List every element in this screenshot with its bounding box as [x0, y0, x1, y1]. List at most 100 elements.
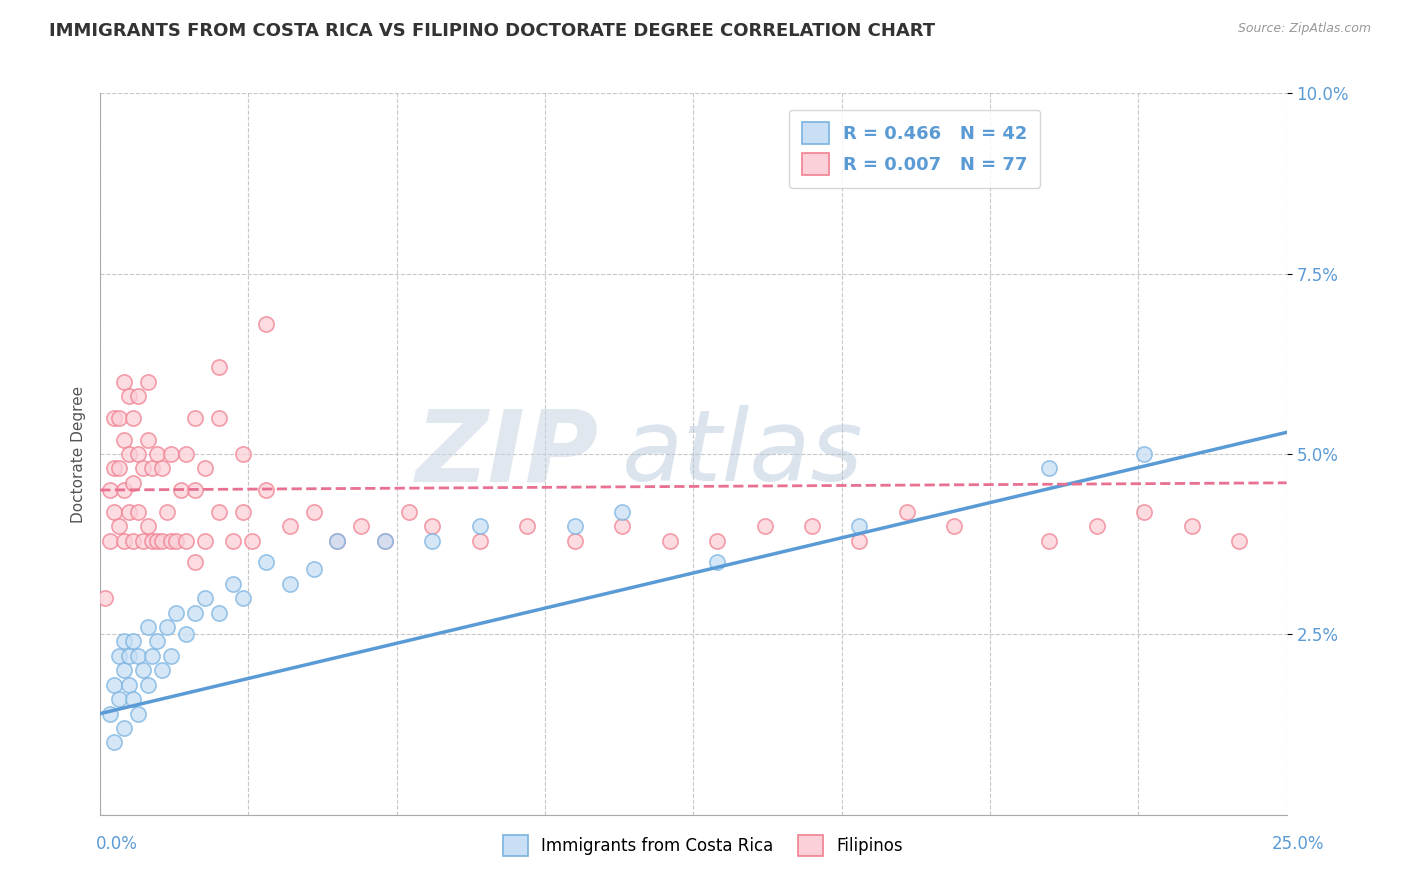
- Point: [108, 519, 131, 533]
- Point: [98, 706, 121, 721]
- Point: [132, 533, 155, 548]
- Point: [160, 533, 183, 548]
- Point: [612, 505, 634, 519]
- Point: [150, 533, 173, 548]
- Point: [117, 505, 139, 519]
- Point: [132, 663, 155, 677]
- Point: [98, 533, 121, 548]
- Point: [1085, 519, 1108, 533]
- Point: [398, 505, 420, 519]
- Point: [848, 519, 870, 533]
- Point: [122, 410, 145, 425]
- Point: [1181, 519, 1204, 533]
- Point: [112, 483, 135, 497]
- Point: [254, 317, 277, 331]
- Text: 0.0%: 0.0%: [96, 835, 138, 853]
- Point: [326, 533, 349, 548]
- Point: [468, 533, 491, 548]
- Point: [112, 721, 135, 735]
- Point: [184, 410, 207, 425]
- Point: [374, 533, 396, 548]
- Point: [127, 648, 149, 663]
- Point: [193, 591, 215, 606]
- Point: [1133, 505, 1156, 519]
- Point: [146, 634, 169, 648]
- Point: [160, 447, 183, 461]
- Point: [141, 648, 163, 663]
- Point: [146, 447, 169, 461]
- Point: [302, 562, 325, 576]
- Point: [374, 533, 396, 548]
- Point: [754, 519, 776, 533]
- Point: [108, 410, 131, 425]
- Point: [240, 533, 263, 548]
- Text: atlas: atlas: [623, 406, 863, 502]
- Point: [103, 461, 125, 475]
- Point: [136, 620, 159, 634]
- Point: [208, 606, 231, 620]
- Point: [208, 410, 231, 425]
- Point: [278, 576, 301, 591]
- Point: [146, 533, 169, 548]
- Point: [117, 648, 139, 663]
- Point: [141, 461, 163, 475]
- Point: [150, 461, 173, 475]
- Point: [231, 591, 253, 606]
- Point: [193, 533, 215, 548]
- Point: [254, 555, 277, 569]
- Point: [174, 533, 197, 548]
- Point: [127, 389, 149, 403]
- Point: [122, 634, 145, 648]
- Point: [170, 483, 193, 497]
- Text: Source: ZipAtlas.com: Source: ZipAtlas.com: [1237, 22, 1371, 36]
- Legend: R = 0.466   N = 42, R = 0.007   N = 77: R = 0.466 N = 42, R = 0.007 N = 77: [789, 110, 1040, 188]
- Text: ZIP: ZIP: [415, 406, 599, 502]
- Point: [278, 519, 301, 533]
- Point: [141, 533, 163, 548]
- Point: [103, 735, 125, 749]
- Point: [174, 447, 197, 461]
- Point: [848, 533, 870, 548]
- Point: [208, 360, 231, 375]
- Point: [103, 505, 125, 519]
- Point: [112, 433, 135, 447]
- Point: [184, 606, 207, 620]
- Point: [108, 648, 131, 663]
- Point: [94, 591, 117, 606]
- Point: [612, 519, 634, 533]
- Point: [108, 461, 131, 475]
- Point: [103, 410, 125, 425]
- Point: [112, 663, 135, 677]
- Point: [117, 678, 139, 692]
- Point: [222, 576, 245, 591]
- Point: [127, 447, 149, 461]
- Point: [706, 533, 728, 548]
- Point: [564, 519, 586, 533]
- Point: [122, 533, 145, 548]
- Point: [193, 461, 215, 475]
- Point: [184, 555, 207, 569]
- Point: [136, 678, 159, 692]
- Point: [174, 627, 197, 641]
- Point: [222, 533, 245, 548]
- Point: [136, 519, 159, 533]
- Point: [706, 555, 728, 569]
- Point: [117, 389, 139, 403]
- Point: [896, 505, 918, 519]
- Point: [350, 519, 373, 533]
- Point: [801, 519, 824, 533]
- Point: [127, 706, 149, 721]
- Point: [132, 461, 155, 475]
- Point: [658, 533, 681, 548]
- Point: [231, 505, 253, 519]
- Point: [1227, 533, 1250, 548]
- Point: [136, 433, 159, 447]
- Point: [103, 678, 125, 692]
- Point: [112, 375, 135, 389]
- Point: [231, 447, 253, 461]
- Point: [165, 606, 187, 620]
- Y-axis label: Doctorate Degree: Doctorate Degree: [72, 385, 86, 523]
- Point: [112, 634, 135, 648]
- Text: IMMIGRANTS FROM COSTA RICA VS FILIPINO DOCTORATE DEGREE CORRELATION CHART: IMMIGRANTS FROM COSTA RICA VS FILIPINO D…: [49, 22, 935, 40]
- Point: [112, 533, 135, 548]
